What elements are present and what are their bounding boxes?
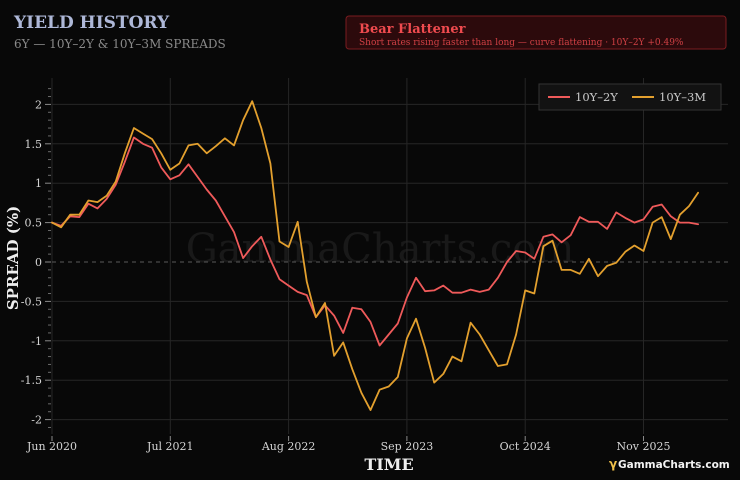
y-tick-label: 1.5 [25, 138, 43, 151]
alert-banner: Bear Flattener Short rates rising faster… [345, 15, 727, 50]
chart-subtitle: 6Y — 10Y–2Y & 10Y–3M SPREADS [14, 37, 226, 51]
legend-label-10y3m: 10Y–3M [659, 90, 706, 104]
y-axis-label: SPREAD (%) [4, 206, 22, 310]
x-tick-label: Sep 2023 [381, 440, 434, 453]
x-tick-label: Jun 2020 [26, 440, 77, 453]
brand-name: GammaCharts.com [618, 459, 730, 471]
footer-brand: γ GammaCharts.com [609, 457, 730, 471]
series-line-10y2y [51, 136, 699, 347]
watermark: GammaCharts.com [186, 226, 575, 272]
legend-label-10y2y: 10Y–2Y [575, 90, 618, 104]
y-tick-label: 0 [35, 256, 42, 269]
x-tick-label: Oct 2024 [500, 440, 551, 453]
x-tick-label: Jul 2021 [146, 440, 194, 453]
y-tick-label: -1.5 [21, 374, 42, 387]
series-line-10y3m [51, 100, 699, 411]
x-tick-label: Aug 2022 [261, 440, 316, 453]
chart-title: YIELD HISTORY [13, 13, 170, 33]
y-tick-labels: 2 1.5 1 0.5 0 -0.5 -1 -1.5 -2 [21, 98, 42, 426]
x-tick-labels: Jun 2020 Jul 2021 Aug 2022 Sep 2023 Oct 2024… [26, 436, 671, 453]
x-axis-label: TIME [364, 455, 413, 474]
alert-detail: Short rates rising faster than long — cu… [359, 38, 684, 48]
y-minor-ticks [45, 88, 51, 428]
y-tick-label: 1 [35, 177, 42, 190]
y-tick-label: -0.5 [21, 295, 42, 308]
y-tick-label: 2 [35, 98, 42, 111]
alert-box [345, 15, 727, 50]
y-tick-label: -1 [31, 335, 42, 348]
y-tick-label: 0.5 [25, 217, 43, 230]
grid [51, 78, 728, 434]
alert-title: Bear Flattener [359, 22, 466, 37]
legend: 10Y–2Y 10Y–3M [538, 83, 722, 111]
series-lines [51, 100, 699, 411]
y-tick-label: -2 [31, 414, 42, 427]
brand-logo-icon: γ [609, 457, 617, 471]
x-tick-label: Nov 2025 [617, 440, 671, 453]
